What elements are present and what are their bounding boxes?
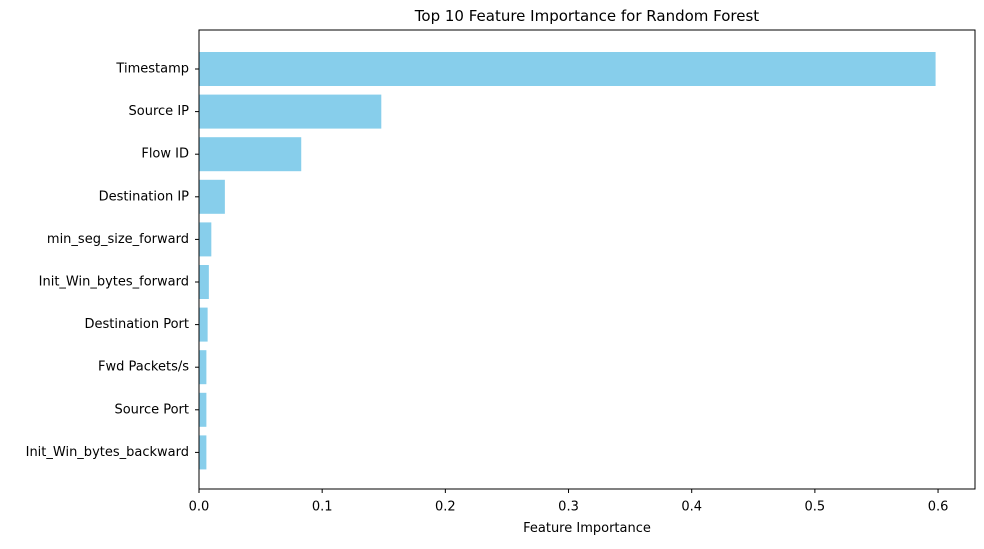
y-tick-label: min_seg_size_forward bbox=[47, 232, 189, 247]
bar-2 bbox=[199, 137, 302, 172]
bar-4 bbox=[199, 222, 212, 257]
bar-8 bbox=[199, 392, 207, 427]
y-tick-label: Init_Win_bytes_backward bbox=[26, 445, 189, 460]
x-axis-label: Feature Importance bbox=[523, 521, 651, 536]
bar-3 bbox=[199, 179, 225, 214]
bar-6 bbox=[199, 307, 208, 342]
chart-title: Top 10 Feature Importance for Random For… bbox=[414, 7, 760, 25]
y-tick-label: Source Port bbox=[114, 402, 189, 417]
x-tick-label: 0.0 bbox=[189, 500, 210, 515]
x-tick-label: 0.3 bbox=[558, 500, 579, 515]
y-tick-label: Destination Port bbox=[84, 317, 189, 332]
x-tick-label: 0.2 bbox=[435, 500, 456, 515]
y-tick-label: Fwd Packets/s bbox=[98, 360, 189, 375]
bars-group bbox=[199, 52, 936, 470]
x-tick-label: 0.6 bbox=[928, 500, 949, 515]
x-axis-ticks: 0.0 0.1 0.2 0.3 0.4 0.5 0.6 bbox=[189, 489, 949, 515]
bar-9 bbox=[199, 435, 207, 470]
x-tick-label: 0.5 bbox=[805, 500, 826, 515]
y-tick-label: Destination IP bbox=[99, 189, 190, 204]
bar-0 bbox=[199, 52, 936, 86]
bar-5 bbox=[199, 265, 209, 299]
bar-7 bbox=[199, 350, 207, 385]
x-tick-label: 0.4 bbox=[681, 500, 702, 515]
y-tick-label: Flow ID bbox=[141, 147, 189, 162]
bar-1 bbox=[199, 94, 382, 129]
plot-area-frame bbox=[198, 29, 976, 490]
y-axis-ticks: Timestamp Source IP Flow ID Destination IP m… bbox=[26, 62, 199, 460]
x-tick-label: 0.1 bbox=[312, 500, 333, 515]
y-tick-label: Init_Win_bytes_forward bbox=[39, 275, 189, 290]
y-tick-label: Timestamp bbox=[115, 62, 189, 77]
y-tick-label: Source IP bbox=[129, 104, 190, 119]
